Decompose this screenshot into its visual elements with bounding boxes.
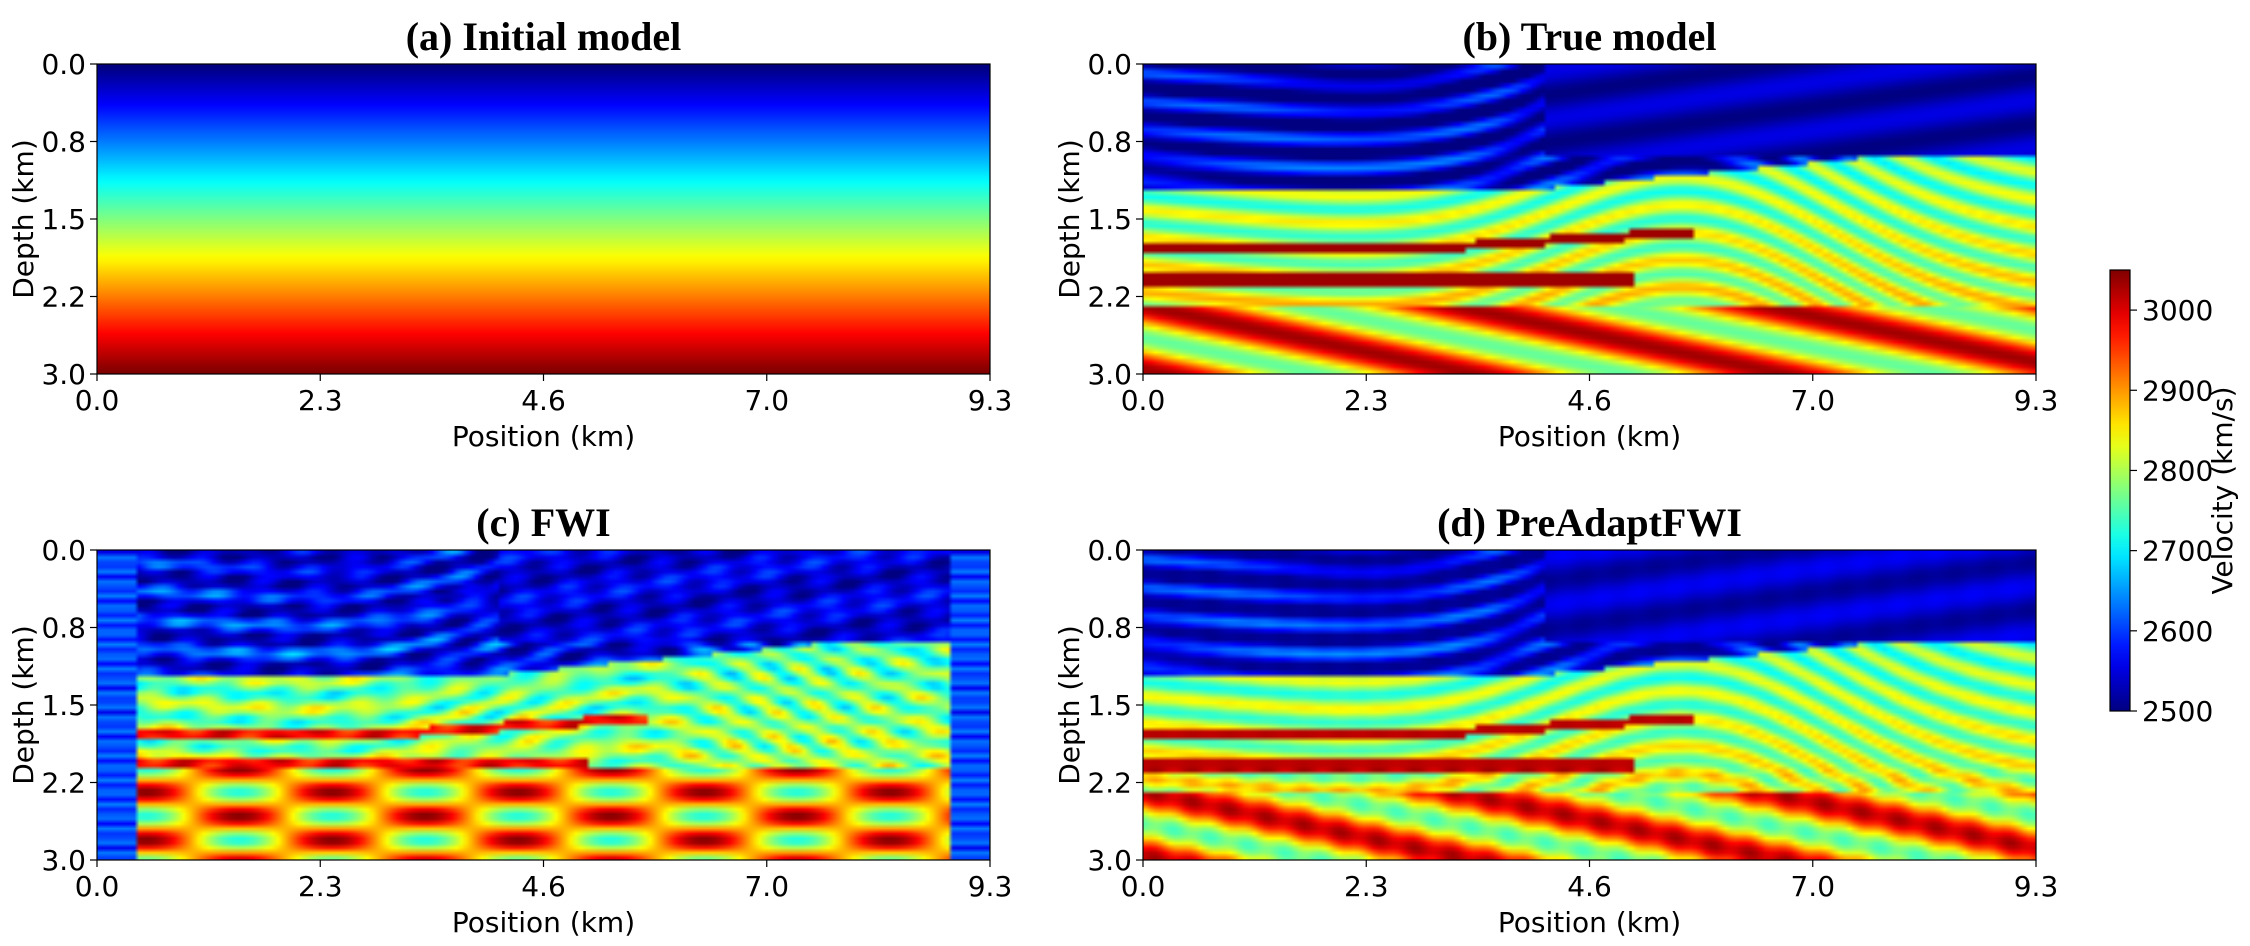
xtick-label: 9.3 [2014,384,2059,417]
y-axis-label-a: Depth (km) [7,139,40,299]
colorbar-tick-label: 2800 [2142,454,2213,487]
colorbar-tick-label: 2500 [2142,695,2213,728]
xtick-label: 7.0 [744,870,789,903]
panel-title-b: (b) True model [1462,14,1716,59]
ytick-label: 0.8 [41,612,86,645]
xtick-label: 7.0 [1790,384,1835,417]
ytick-label: 1.5 [41,203,86,236]
ytick-label: 1.5 [1087,689,1132,722]
ytick-label: 3.0 [1087,844,1132,877]
ytick-label: 1.5 [41,689,86,722]
x-axis-label-d: Position (km) [1498,906,1681,939]
ytick-label: 3.0 [1087,358,1132,391]
ytick-label: 0.0 [41,48,86,81]
colorbar-tick-label: 2600 [2142,615,2213,648]
panel-d: (d) PreAdaptFWI 0.0 2.3 4.6 7.0 9.3 0.0 0.8 1.5 2… [1053,500,2058,939]
panel-c: (c) FWI 0.0 2.3 4.6 7.0 9.3 0.0 0.8 1.5 2.2 3.0 Pos… [7,500,1012,939]
x-axis-label-c: Position (km) [452,906,635,939]
xtick-label: 9.3 [968,870,1013,903]
ytick-label: 3.0 [41,358,86,391]
xtick-label: 0.0 [75,384,120,417]
ytick-label: 0.0 [41,534,86,567]
xtick-label: 2.3 [298,384,343,417]
ytick-label: 0.0 [1087,534,1132,567]
ytick-label: 0.0 [1087,48,1132,81]
xtick-label: 4.6 [521,870,566,903]
xtick-label: 0.0 [75,870,120,903]
xtick-label: 2.3 [298,870,343,903]
y-axis-label-b: Depth (km) [1053,139,1086,299]
xtick-label: 7.0 [744,384,789,417]
xtick-label: 2.3 [1344,384,1389,417]
ytick-label: 1.5 [1087,203,1132,236]
heatmap-image-a [97,64,990,374]
panel-title-c: (c) FWI [476,500,610,545]
xtick-label: 2.3 [1344,870,1389,903]
xtick-label: 9.3 [968,384,1013,417]
ytick-label: 2.2 [41,281,86,314]
heatmap-image-c [97,550,990,860]
colorbar-tick-label: 3000 [2142,294,2213,327]
x-axis-label-b: Position (km) [1498,420,1681,453]
ytick-label: 0.8 [1087,612,1132,645]
panel-b: (b) True model 0.0 2.3 4.6 7.0 9.3 0.0 0.8 1.5 2.… [1053,14,2058,453]
xtick-label: 4.6 [1567,384,1612,417]
heatmap-image-d [1143,550,2036,860]
panel-title-a: (a) Initial model [406,14,682,59]
xtick-label: 4.6 [1567,870,1612,903]
xtick-label: 7.0 [1790,870,1835,903]
colorbar-tick-label: 2700 [2142,535,2213,568]
ytick-label: 3.0 [41,844,86,877]
colorbar-label: Velocity (km/s) [2206,386,2239,594]
ytick-label: 2.2 [41,767,86,800]
ytick-label: 0.8 [1087,126,1132,159]
heatmap-image-b [1143,64,2036,374]
xtick-label: 4.6 [521,384,566,417]
ytick-label: 2.2 [1087,281,1132,314]
xtick-label: 0.0 [1121,870,1166,903]
y-axis-label-c: Depth (km) [7,625,40,785]
panel-title-d: (d) PreAdaptFWI [1437,500,1742,545]
panel-a: (a) Initial model 0.0 2.3 4.6 7.0 9.3 0.0 0.8 1.… [7,14,1012,453]
y-axis-label-d: Depth (km) [1053,625,1086,785]
colorbar: 2500 2600 2700 2800 2900 3000 Velocity (km/s) [2109,269,2239,728]
colorbar-gradient [2109,269,2131,712]
ytick-label: 2.2 [1087,767,1132,800]
x-axis-label-a: Position (km) [452,420,635,453]
ytick-label: 0.8 [41,126,86,159]
colorbar-tick-label: 2900 [2142,374,2213,407]
xtick-label: 9.3 [2014,870,2059,903]
xtick-label: 0.0 [1121,384,1166,417]
